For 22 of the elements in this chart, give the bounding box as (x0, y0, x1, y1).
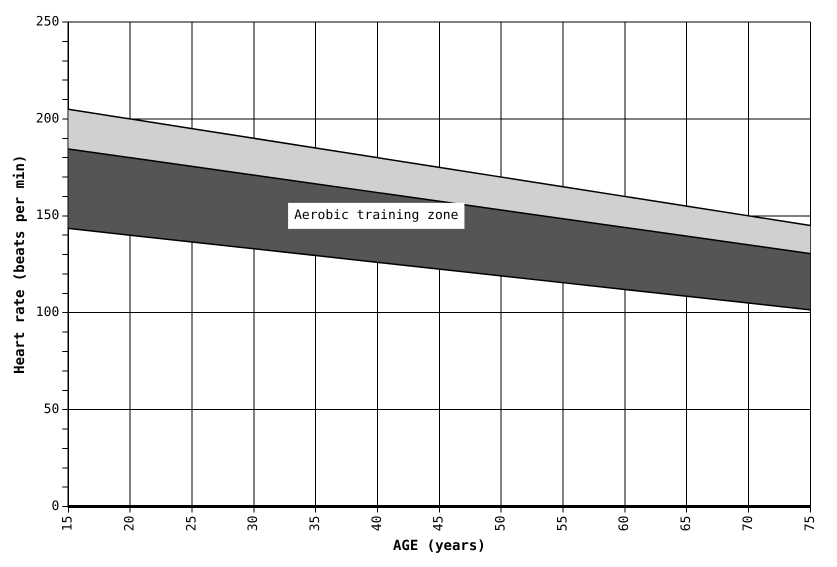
annotation: Aerobic training zone (294, 208, 459, 224)
x-axis-title: AGE (years) (392, 538, 486, 554)
x-tick-label: 60 (617, 516, 632, 532)
y-tick-label: 200 (36, 111, 60, 126)
y-tick-label: 250 (36, 14, 60, 30)
x-tick-label: 65 (679, 516, 694, 532)
y-tick-label: 50 (44, 402, 60, 418)
x-tick-label: 55 (555, 516, 570, 532)
x-tick-label: 30 (246, 516, 262, 532)
y-tick-label: 0 (51, 498, 60, 514)
x-tick-label: 35 (308, 516, 324, 532)
y-tick-label: 100 (36, 305, 60, 320)
x-tick-label: 15 (60, 516, 76, 532)
x-tick-label: 25 (184, 516, 200, 532)
y-axis-title: Heart rate (beats per min) (12, 154, 28, 374)
x-tick-label: 75 (802, 516, 818, 532)
y-tick-label: 150 (36, 208, 60, 224)
x-tick-label: 20 (122, 516, 138, 532)
x-tick-label: 70 (740, 516, 756, 532)
x-tick-label: 40 (370, 516, 385, 532)
x-tick-label: 45 (432, 516, 447, 532)
x-tick-label: 50 (494, 516, 509, 532)
